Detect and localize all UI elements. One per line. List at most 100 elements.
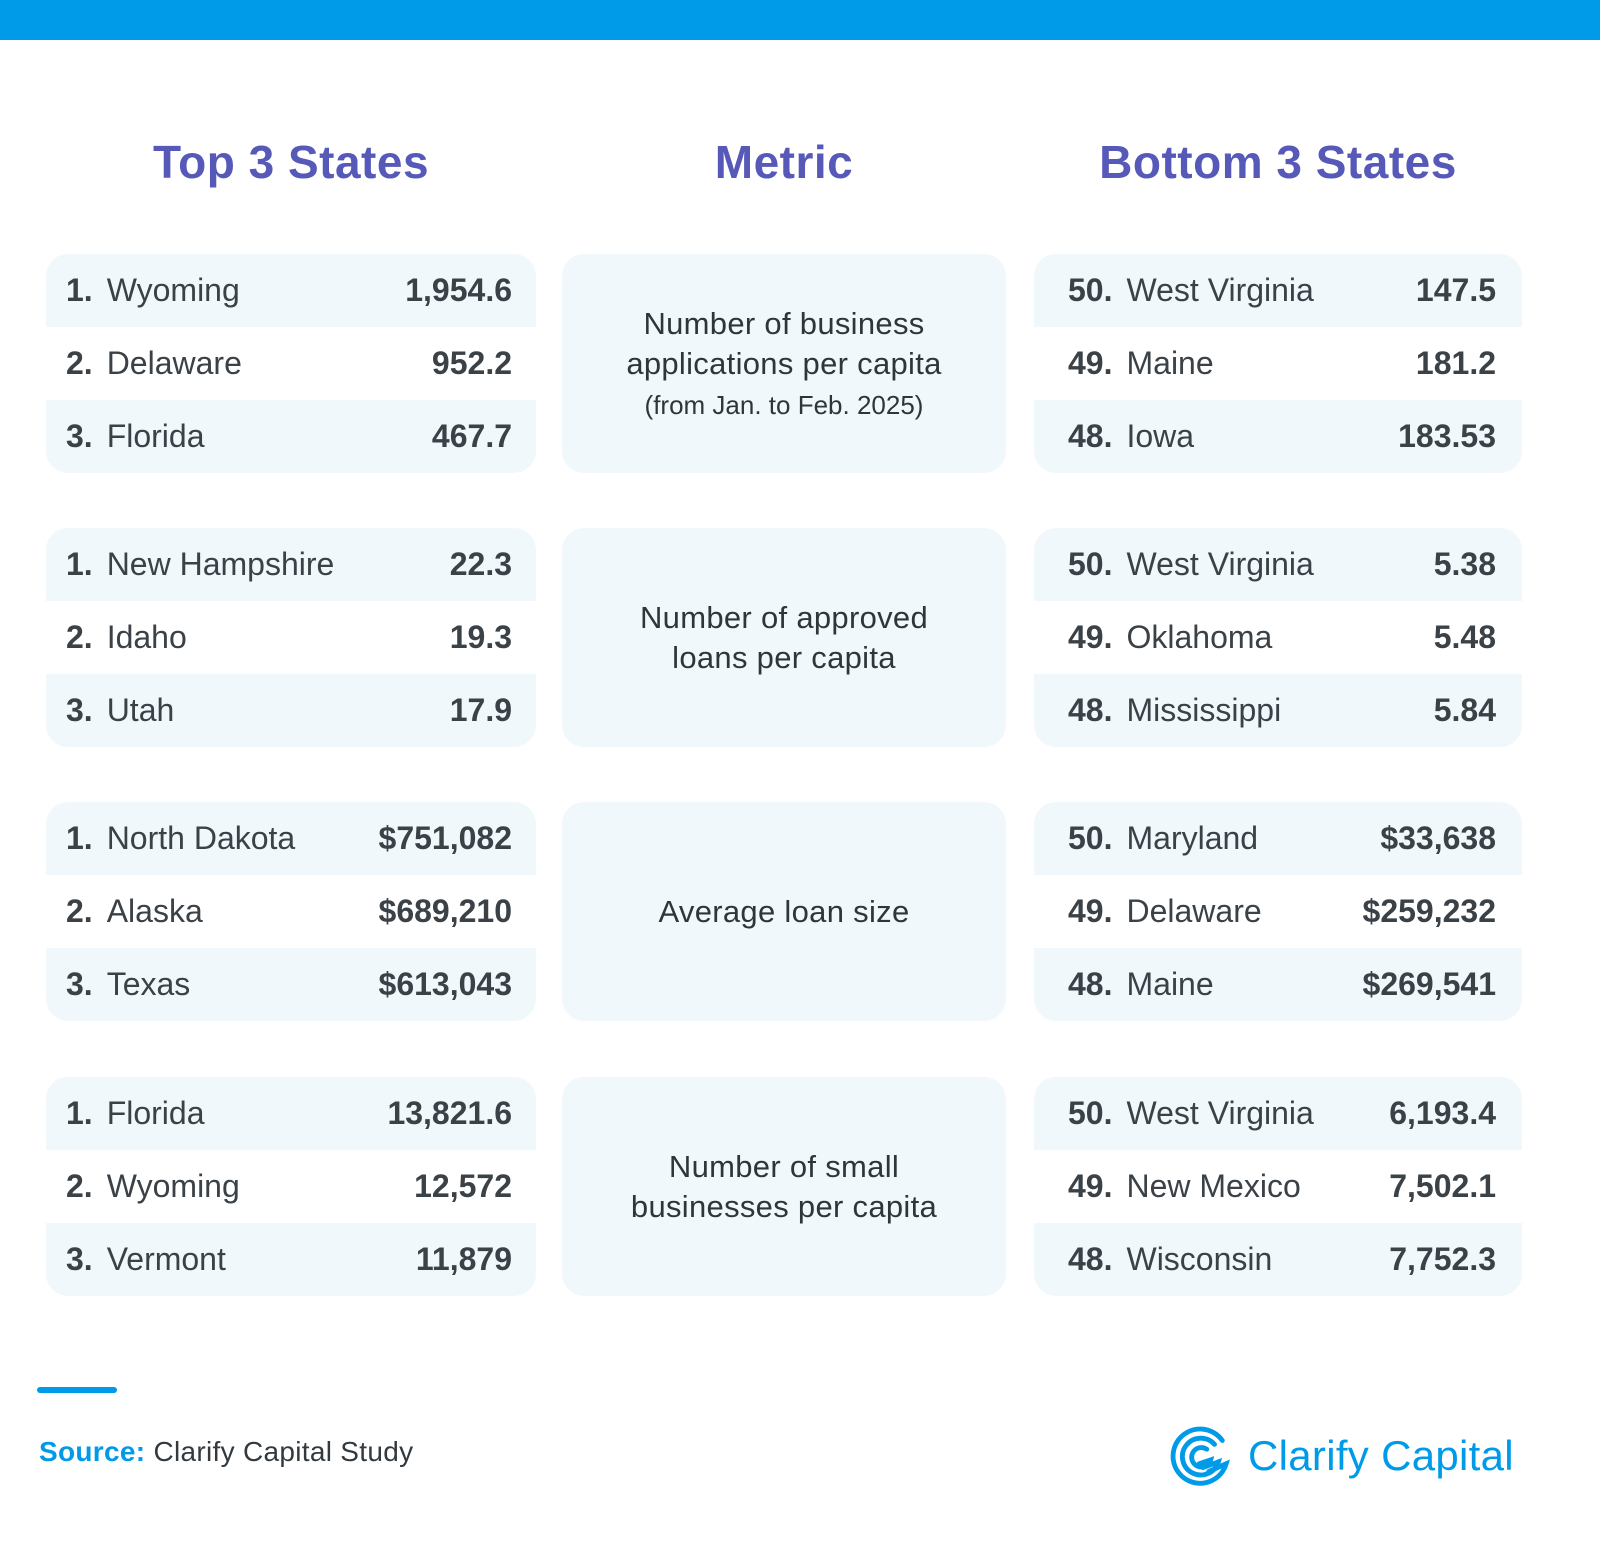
state-name: West Virginia [1126, 546, 1314, 582]
top-states-card-small-businesses: 1. Florida 13,821.6 2. Wyoming 12,572 3. Verm… [46, 1077, 536, 1296]
metric-value: 7,752.3 [1389, 1241, 1496, 1277]
list-item: 3. Utah 17.9 [46, 674, 536, 747]
metric-value: $269,541 [1362, 966, 1496, 1002]
metric-value: 19.3 [449, 619, 512, 655]
metric-value: 22.3 [449, 546, 512, 582]
list-item: 49. Delaware $259,232 [1034, 875, 1522, 948]
rank-number: 49. [1068, 893, 1113, 929]
list-item: 3. Florida 467.7 [46, 400, 536, 473]
list-item: 50. West Virginia 147.5 [1034, 254, 1522, 327]
state-name: North Dakota [106, 820, 296, 856]
state-name: Florida [106, 1095, 205, 1131]
list-item: 48. Iowa 183.53 [1034, 400, 1522, 473]
metric-value: $751,082 [378, 820, 512, 856]
list-item: 2. Wyoming 12,572 [46, 1150, 536, 1223]
metric-label: Number of small [668, 1148, 900, 1184]
state-name: New Mexico [1126, 1168, 1301, 1204]
metric-label: Number of approved [639, 599, 928, 635]
metric-card-applications: Number of business applications per capi… [562, 254, 1006, 473]
top-states-card-loan-size: 1. North Dakota $751,082 2. Alaska $689,210 … [46, 802, 536, 1021]
rank-number: 1. [66, 1095, 93, 1131]
bottom-states-card-loan-size: 50. Maryland $33,638 49. Delaware $259,232 4… [1034, 802, 1522, 1021]
source-text: Clarify Capital Study [153, 1436, 414, 1467]
list-item: 2. Delaware 952.2 [46, 327, 536, 400]
list-item: 1. Florida 13,821.6 [46, 1077, 536, 1150]
list-item: 1. North Dakota $751,082 [46, 802, 536, 875]
rank-number: 2. [66, 619, 93, 655]
clarify-capital-logo-icon [1170, 1426, 1230, 1486]
state-name: Maine [1126, 966, 1214, 1002]
rank-number: 3. [66, 692, 93, 728]
metric-value: 5.38 [1433, 546, 1496, 582]
metric-value: 6,193.4 [1389, 1095, 1496, 1131]
top-accent-bar [0, 0, 1600, 40]
clarify-capital-logo: Clarify Capital [1170, 1425, 1514, 1487]
logo-wordmark: Clarify Capital [1248, 1432, 1514, 1479]
list-item: 2. Idaho 19.3 [46, 601, 536, 674]
metric-value: 13,821.6 [387, 1095, 512, 1131]
source-credit: Source: Clarify Capital Study [39, 1436, 413, 1468]
metric-value: 1,954.6 [405, 272, 512, 308]
state-name: Iowa [1126, 418, 1195, 454]
rank-number: 50. [1068, 820, 1113, 856]
metric-value: 5.84 [1433, 692, 1496, 728]
state-name: Texas [106, 966, 191, 1002]
footer-divider [37, 1387, 117, 1393]
state-name: Delaware [106, 345, 242, 381]
rank-number: 50. [1068, 546, 1113, 582]
column-heading-metric: Metric [714, 136, 854, 188]
state-name: West Virginia [1126, 1095, 1314, 1131]
list-item: 3. Vermont 11,879 [46, 1223, 536, 1296]
state-name: Florida [106, 418, 205, 454]
state-name: West Virginia [1126, 272, 1314, 308]
metric-card-approved-loans: Number of approved loans per capita [562, 528, 1006, 747]
bottom-states-card-approved-loans: 50. West Virginia 5.38 49. Oklahoma 5.48 48.… [1034, 528, 1522, 747]
state-name: Delaware [1126, 893, 1262, 929]
metric-value: 952.2 [431, 345, 512, 381]
rank-number: 50. [1068, 272, 1113, 308]
rank-number: 49. [1068, 1168, 1113, 1204]
metric-label: loans per capita [672, 639, 896, 675]
rank-number: 2. [66, 1168, 93, 1204]
rank-number: 3. [66, 1241, 93, 1277]
metric-label: Average loan size [658, 893, 910, 929]
rank-number: 49. [1068, 619, 1113, 655]
metric-value: 147.5 [1415, 272, 1496, 308]
metric-value: 5.48 [1433, 619, 1496, 655]
list-item: 48. Maine $269,541 [1034, 948, 1522, 1021]
rank-number: 50. [1068, 1095, 1113, 1131]
metric-value: $259,232 [1362, 893, 1496, 929]
list-item: 48. Mississippi 5.84 [1034, 674, 1522, 747]
state-name: Alaska [106, 893, 203, 929]
rank-number: 48. [1068, 692, 1113, 728]
metric-value: 183.53 [1398, 418, 1496, 454]
rank-number: 1. [66, 272, 93, 308]
list-item: 50. West Virginia 6,193.4 [1034, 1077, 1522, 1150]
list-item: 49. Maine 181.2 [1034, 327, 1522, 400]
metric-value: $613,043 [378, 966, 512, 1002]
state-name: Vermont [106, 1241, 226, 1277]
metric-value: 467.7 [431, 418, 512, 454]
list-item: 1. New Hampshire 22.3 [46, 528, 536, 601]
metric-value: $33,638 [1380, 820, 1496, 856]
state-name: Wyoming [106, 272, 240, 308]
metric-label: applications per capita [626, 345, 942, 381]
state-name: Maryland [1126, 820, 1259, 856]
metric-value: 7,502.1 [1389, 1168, 1496, 1204]
rank-number: 48. [1068, 966, 1113, 1002]
metric-value: 12,572 [414, 1168, 512, 1204]
metric-label: businesses per capita [630, 1188, 938, 1224]
rank-number: 2. [66, 893, 93, 929]
list-item: 49. Oklahoma 5.48 [1034, 601, 1522, 674]
state-name: New Hampshire [106, 546, 335, 582]
list-item: 3. Texas $613,043 [46, 948, 536, 1021]
rank-number: 1. [66, 820, 93, 856]
metric-label: Number of business [643, 305, 925, 341]
top-states-card-applications: 1. Wyoming 1,954.6 2. Delaware 952.2 3. Flori… [46, 254, 536, 473]
column-heading-top-states: Top 3 States [152, 136, 430, 188]
state-name: Idaho [106, 619, 187, 655]
list-item: 2. Alaska $689,210 [46, 875, 536, 948]
state-name: Oklahoma [1126, 619, 1273, 655]
state-name: Wyoming [106, 1168, 240, 1204]
state-name: Wisconsin [1126, 1241, 1273, 1277]
